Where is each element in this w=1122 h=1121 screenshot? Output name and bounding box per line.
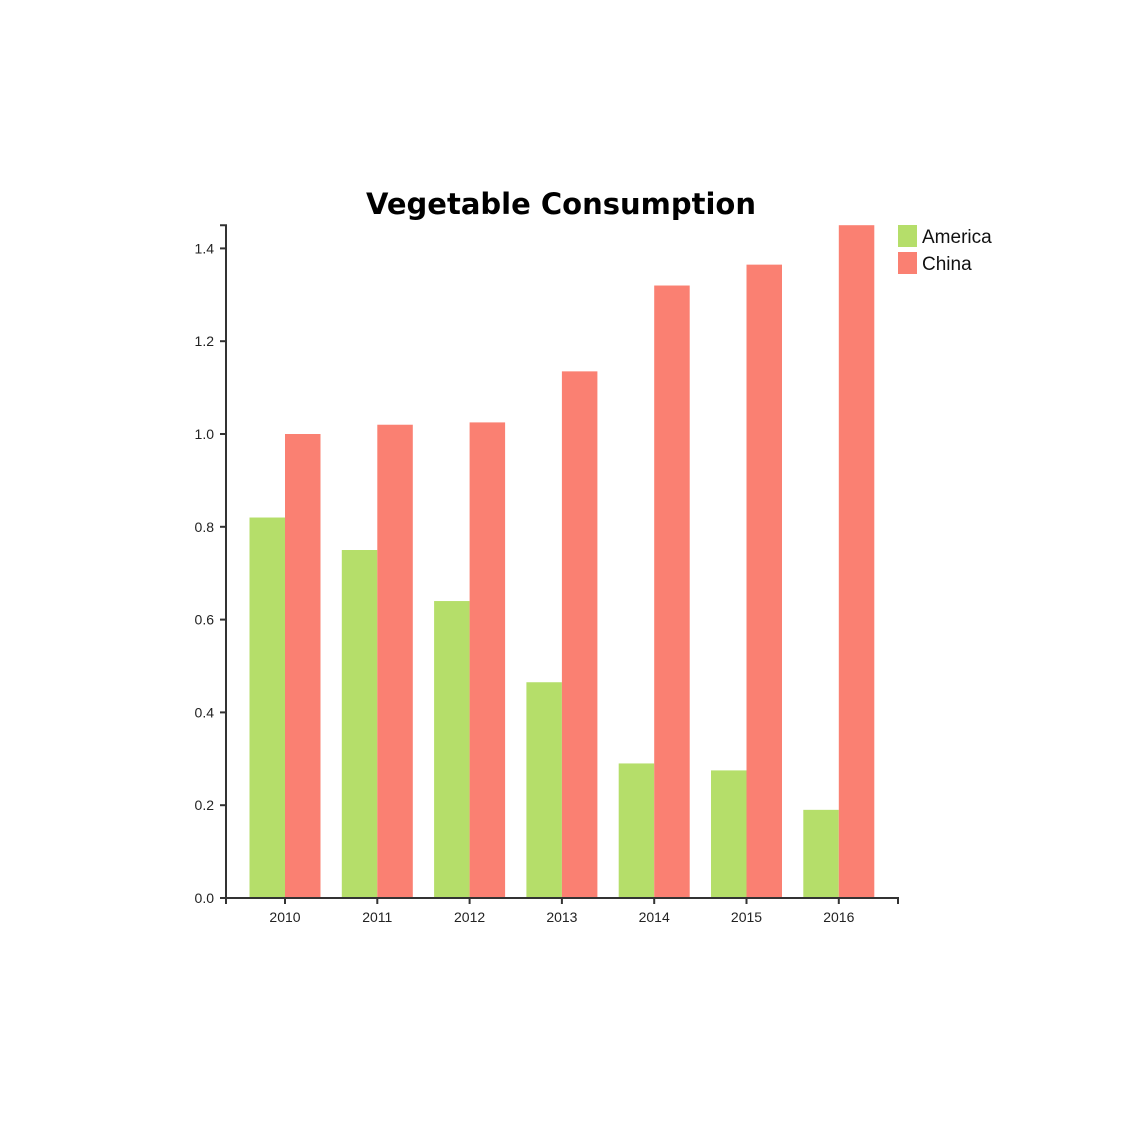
x-tick-label: 2014: [639, 909, 670, 925]
bar-china-2014: [654, 285, 690, 898]
legend-swatch-america: [898, 225, 917, 247]
y-tick-label: 0.8: [195, 519, 215, 535]
bar-china-2011: [377, 424, 413, 898]
bars-layer: [249, 225, 875, 898]
bar-america-2015: [711, 770, 747, 898]
bar-china-2015: [746, 264, 782, 898]
bar-china-2016: [838, 225, 875, 898]
bar-america-2011: [341, 550, 378, 898]
y-tick-label: 0.2: [195, 797, 215, 813]
legend: America China: [898, 225, 992, 275]
bar-china-2013: [561, 371, 598, 898]
legend-label-america: America: [922, 227, 992, 248]
legend-swatch-china: [898, 252, 917, 274]
bar-america-2012: [434, 601, 470, 898]
x-tick-label: 2016: [823, 909, 854, 925]
bar-china-2012: [469, 422, 506, 898]
legend-label-china: China: [922, 254, 972, 275]
x-tick-label: 2012: [454, 909, 485, 925]
y-tick-label: 0.6: [195, 612, 215, 628]
chart-title: Vegetable Consumption: [366, 187, 756, 221]
x-tick-label: 2013: [546, 909, 577, 925]
axes-layer: 2010 2011 2012 2013 2014 2015 2016 0.0 0.2 0.4 0.6…: [195, 224, 899, 925]
y-tick-label: 1.4: [195, 240, 215, 256]
bar-china-2010: [285, 434, 321, 898]
y-tick-label: 1.2: [195, 333, 215, 349]
y-tick-label: 0.4: [195, 704, 215, 720]
bar-america-2016: [803, 809, 839, 898]
bar-america-2014: [618, 763, 655, 898]
bar-america-2013: [526, 682, 562, 898]
bar-america-2010: [249, 517, 285, 898]
x-tick-label: 2015: [731, 909, 762, 925]
y-tick-label: 0.0: [195, 890, 215, 906]
x-tick-label: 2010: [269, 909, 300, 925]
x-tick-label: 2011: [362, 909, 392, 925]
y-tick-label: 1.0: [195, 426, 215, 442]
